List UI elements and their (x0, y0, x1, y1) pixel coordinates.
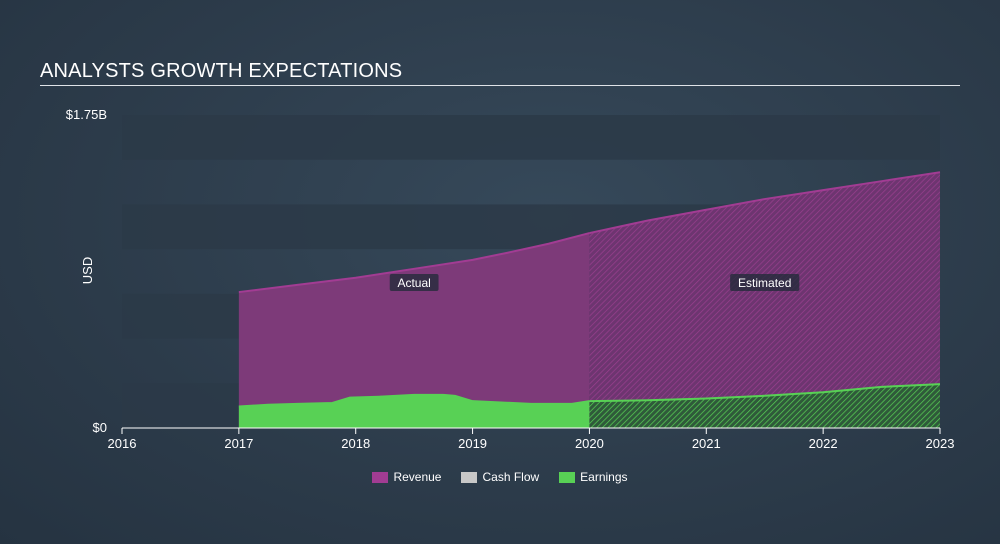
earnings-actual-line (238, 393, 590, 408)
x-tick-label: 2020 (575, 436, 604, 451)
x-tick-label: 2023 (926, 436, 955, 451)
legend-item-cash-flow[interactable]: Cash Flow (461, 470, 539, 484)
legend-swatch-revenue (372, 471, 389, 483)
earnings-estimated-line (589, 383, 941, 403)
grid-band (122, 115, 940, 160)
x-tick-label: 2022 (809, 436, 838, 451)
x-tick-label: 2021 (692, 436, 721, 451)
legend-label-earnings: Earnings (580, 470, 628, 484)
revenue-estimated-area (589, 172, 940, 428)
revenue-estimated-line (589, 171, 941, 235)
title-divider (40, 85, 960, 86)
legend-item-earnings[interactable]: Earnings (559, 470, 628, 484)
x-tick-label: 2017 (224, 436, 253, 451)
legend-swatch-earnings (559, 471, 576, 483)
chart-title: ANALYSTS GROWTH EXPECTATIONS (40, 60, 403, 82)
y-tick-label: $0 (93, 420, 107, 435)
x-tick-label: 2019 (458, 436, 487, 451)
revenue-actual-line (238, 232, 590, 294)
actual-label: Actual (397, 276, 430, 290)
legend-label-cash-flow: Cash Flow (482, 470, 540, 484)
x-tick-label: 2018 (341, 436, 370, 451)
y-tick-label: $1.75B (66, 107, 107, 122)
x-tick-label: 2016 (108, 436, 137, 451)
actual-label-bg (389, 274, 439, 291)
legend-swatch-cash-flow (461, 471, 478, 483)
estimated-label-bg (730, 274, 800, 291)
legend-item-revenue[interactable]: Revenue (372, 470, 441, 484)
legend-label-revenue: Revenue (393, 470, 442, 484)
estimated-label: Estimated (738, 276, 791, 290)
legend: Revenue Cash Flow Earnings (0, 470, 1000, 484)
earnings-estimated-area (589, 384, 940, 428)
y-axis-title: USD (80, 257, 95, 284)
